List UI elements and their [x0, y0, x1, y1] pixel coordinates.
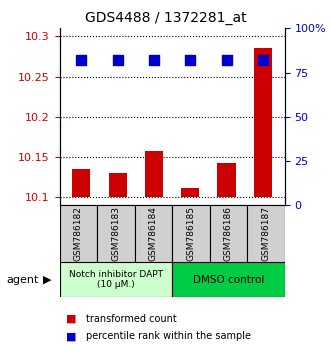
Bar	[109, 173, 127, 197]
Text: agent: agent	[7, 275, 39, 285]
Text: GDS4488 / 1372281_at: GDS4488 / 1372281_at	[85, 11, 246, 25]
Text: GSM786185: GSM786185	[186, 206, 195, 261]
Text: GSM786184: GSM786184	[149, 206, 158, 261]
Text: GSM786187: GSM786187	[261, 206, 270, 261]
Text: transformed count: transformed count	[86, 314, 177, 324]
FancyBboxPatch shape	[60, 262, 172, 297]
Text: percentile rank within the sample: percentile rank within the sample	[86, 331, 251, 341]
FancyBboxPatch shape	[172, 205, 210, 262]
Point	[79, 57, 84, 63]
FancyBboxPatch shape	[210, 205, 247, 262]
Text: Notch inhibitor DAPT
(10 μM.): Notch inhibitor DAPT (10 μM.)	[69, 270, 163, 289]
FancyBboxPatch shape	[97, 205, 135, 262]
Text: GSM786182: GSM786182	[74, 206, 83, 261]
Bar	[254, 48, 272, 197]
Text: ■: ■	[66, 331, 77, 341]
Text: ■: ■	[66, 314, 77, 324]
Point	[188, 57, 193, 63]
FancyBboxPatch shape	[247, 205, 285, 262]
FancyBboxPatch shape	[60, 205, 97, 262]
Bar	[145, 150, 163, 197]
Text: GSM786183: GSM786183	[111, 206, 120, 261]
Text: DMSO control: DMSO control	[193, 275, 264, 285]
Bar	[217, 163, 236, 197]
Point	[151, 57, 157, 63]
Point	[260, 57, 265, 63]
Text: ▶: ▶	[43, 275, 52, 285]
Point	[224, 57, 229, 63]
FancyBboxPatch shape	[172, 262, 285, 297]
Text: GSM786186: GSM786186	[224, 206, 233, 261]
Bar	[181, 188, 199, 197]
FancyBboxPatch shape	[135, 205, 172, 262]
Point	[115, 57, 120, 63]
Bar	[72, 169, 90, 197]
